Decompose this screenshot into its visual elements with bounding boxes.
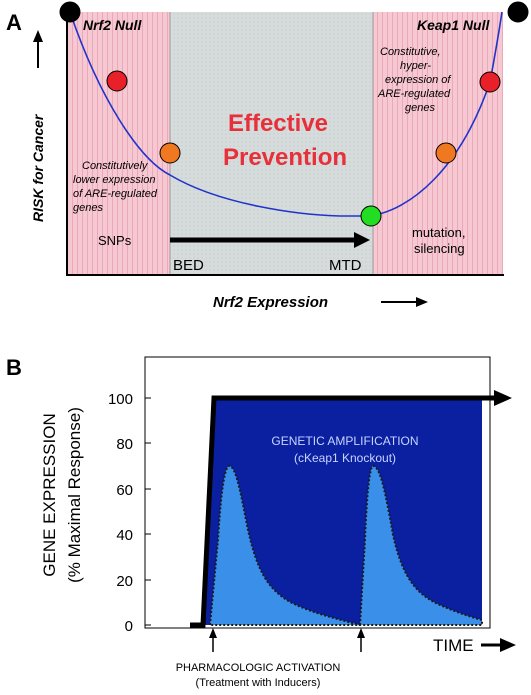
right-note-line-4: ARE-regulated — [377, 88, 451, 100]
gene-expression-label: GENE EXPRESSION — [40, 413, 59, 576]
panel-b: B GENETIC AMPLIFICATION (cKeap1 Knockout… — [6, 355, 516, 689]
y-ticks: 0 20 40 60 80 100 — [108, 391, 151, 635]
nrf2-axis-label: Nrf2 Expression — [213, 294, 328, 311]
green-dot — [360, 205, 382, 227]
effective-title-line2: Prevention — [223, 144, 347, 171]
y-tick-100: 100 — [108, 391, 133, 408]
left-note: Constitutively lower expression of ARE-r… — [73, 160, 158, 214]
orange-dot-left — [159, 142, 181, 164]
black-dot-left — [59, 1, 81, 23]
pharmacologic-line2: (Treatment with Inducers) — [196, 677, 321, 689]
y-tick-0: 0 — [125, 618, 133, 635]
right-note-line-1: Constitutive, — [380, 46, 441, 58]
panel-a: A Nrf2 Null Keap1 Null Effective Prevent… — [6, 1, 529, 311]
y-tick-20: 20 — [116, 573, 133, 590]
panel-a-letter: A — [6, 10, 22, 35]
snps-label: SNPs — [98, 233, 132, 248]
mutation-line-2: silencing — [414, 241, 465, 256]
bed-label: BED — [173, 257, 204, 274]
mutation-line-1: mutation, — [412, 225, 465, 240]
orange-dot-right — [435, 142, 457, 164]
mtd-label: MTD — [329, 257, 362, 274]
red-dot-left — [106, 70, 128, 92]
genetic-amplification-line2: (cKeap1 Knockout) — [294, 451, 396, 465]
left-note-line-2: lower expression — [73, 174, 156, 186]
keap1-null-label: Keap1 Null — [417, 17, 490, 33]
left-note-line-1: Constitutively — [82, 160, 149, 172]
left-note-line-4: genes — [73, 202, 103, 214]
right-note-line-5: genes — [405, 102, 435, 114]
pharmacologic-line1: PHARMACOLOGIC ACTIVATION — [176, 662, 341, 674]
time-label: TIME — [433, 636, 474, 655]
genetic-amplification-area — [203, 398, 482, 625]
red-dot-right — [479, 71, 501, 93]
nrf2-null-zone — [67, 12, 170, 275]
black-dot-right — [507, 1, 529, 23]
y-tick-80: 80 — [116, 436, 133, 453]
y-tick-40: 40 — [116, 527, 133, 544]
panel-b-letter: B — [6, 355, 22, 380]
risk-axis-label: RISK for Cancer — [30, 113, 46, 222]
keap1-null-zone — [373, 12, 503, 275]
genetic-step-line — [190, 395, 498, 628]
genetic-amplification-line1: GENETIC AMPLIFICATION — [271, 434, 418, 448]
right-note: Constitutive, hyper- expression of ARE-r… — [377, 46, 451, 114]
y-tick-60: 60 — [116, 482, 133, 499]
effective-title-line1: Effective — [228, 110, 328, 137]
right-note-line-2: hyper- — [400, 60, 431, 72]
right-note-line-3: expression of — [385, 74, 451, 86]
nrf2-null-label: Nrf2 Null — [83, 17, 142, 33]
effective-prevention-zone — [170, 12, 373, 275]
maximal-response-label: (% Maximal Response) — [65, 407, 84, 583]
pharmacologic-pulses — [208, 464, 483, 626]
left-note-line-3: of ARE-regulated — [73, 188, 158, 200]
